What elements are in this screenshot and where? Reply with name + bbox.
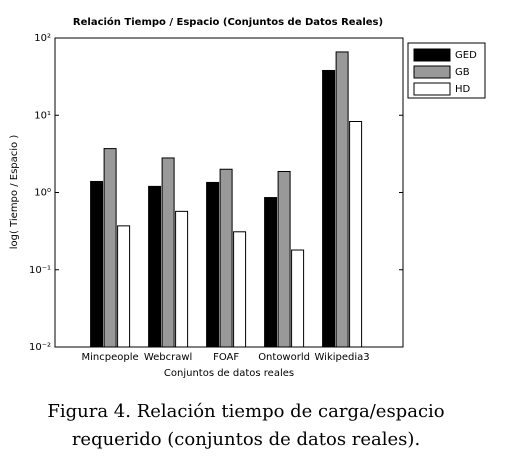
legend-swatch [413,82,451,96]
x-tick-label: Ontoworld [258,352,310,363]
bar [349,121,363,348]
bar [335,51,349,348]
bar [90,180,104,348]
x-tick-label: Wikipedia3 [315,352,370,363]
y-tick-label: 10² [34,33,51,44]
bar [291,249,305,348]
bar [264,197,278,348]
x-tick-label: Webcrawl [144,352,193,363]
y-tick-label: 10⁻² [29,342,51,353]
bar [206,181,220,348]
bar [117,225,131,348]
legend-label: GB [455,67,470,78]
y-tick-label: 10⁻¹ [29,265,51,276]
x-axis-label: Conjuntos de datos reales [164,368,294,379]
caption-line: Figura 4. Relación tiempo de carga/espac… [47,401,444,422]
y-tick-label: 10¹ [34,110,51,121]
x-tick-label: FOAF [213,352,239,363]
legend-swatch [413,65,451,79]
legend-label: HD [455,84,471,95]
caption-line: requerido (conjuntos de datos reales). [72,429,420,450]
legend-label: GED [455,50,477,61]
bar [277,171,291,348]
bar [233,231,247,348]
legend-swatch [413,48,451,62]
x-tick-label: Mincpeople [82,352,139,363]
bar [161,157,175,348]
bar [103,148,117,348]
bar [148,185,162,348]
bar [322,69,336,348]
bar [175,210,189,348]
y-tick-label: 10⁰ [34,188,51,199]
bar [219,168,233,348]
y-axis-label: log( Tiempo / Espacio ) [9,135,20,250]
chart-title: Relación Tiempo / Espacio (Conjuntos de … [73,16,383,28]
